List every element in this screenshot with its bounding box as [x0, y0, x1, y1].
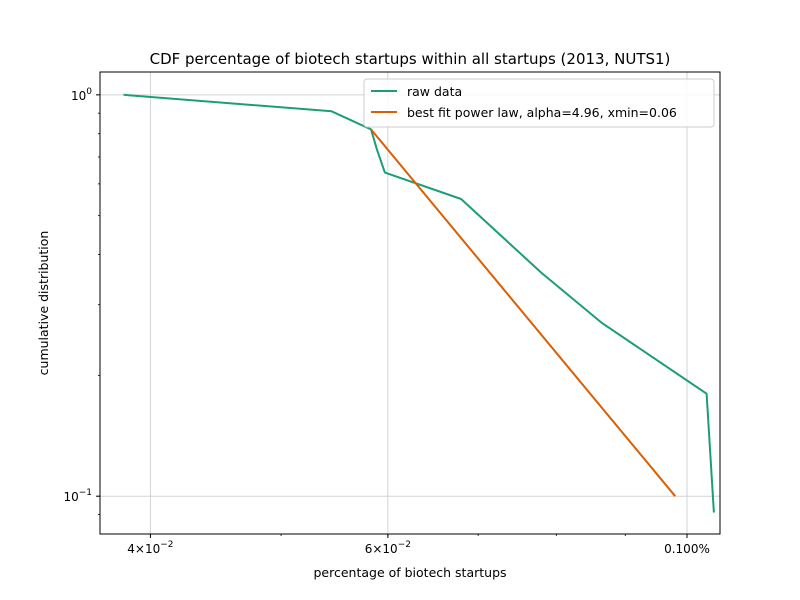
legend-label-raw-data: raw data — [407, 84, 462, 99]
legend: raw data best fit power law, alpha=4.96,… — [364, 79, 714, 127]
chart-title: CDF percentage of biotech startups withi… — [150, 50, 671, 68]
x-tick-label: 0.100% — [664, 542, 710, 556]
y-axis-label: cumulative distribution — [36, 231, 51, 376]
legend-label-power-law: best fit power law, alpha=4.96, xmin=0.0… — [407, 105, 677, 120]
x-axis-label: percentage of biotech startups — [313, 565, 506, 580]
